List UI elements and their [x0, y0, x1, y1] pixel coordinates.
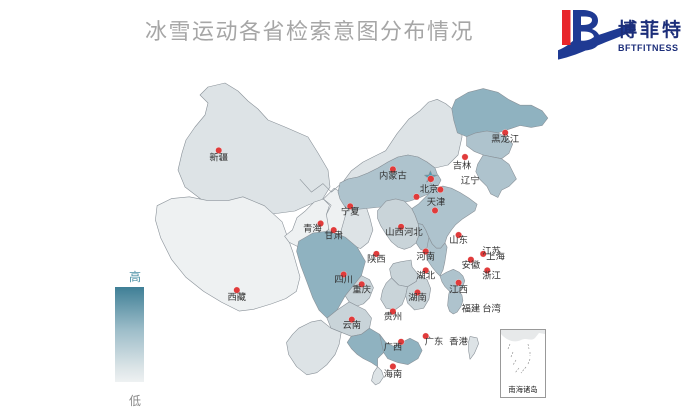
- svg-text:河北: 河北: [404, 226, 423, 237]
- svg-text:广西: 广西: [384, 341, 403, 352]
- svg-text:四川: 四川: [334, 275, 353, 285]
- svg-text:香港: 香港: [449, 335, 468, 346]
- svg-text:湖南: 湖南: [408, 292, 427, 303]
- svg-text:陕西: 陕西: [367, 253, 386, 264]
- svg-text:云南: 云南: [342, 319, 361, 330]
- svg-text:辽宁: 辽宁: [461, 175, 480, 186]
- svg-text:贵州: 贵州: [384, 311, 403, 322]
- svg-text:青海: 青海: [303, 223, 322, 234]
- svg-text:北京: 北京: [420, 183, 439, 194]
- svg-text:宁夏: 宁夏: [341, 206, 360, 217]
- svg-text:新疆: 新疆: [209, 151, 228, 162]
- svg-text:山东: 山东: [449, 234, 468, 245]
- svg-text:西藏: 西藏: [227, 291, 246, 302]
- svg-text:浙江: 浙江: [482, 270, 501, 281]
- svg-text:河南: 河南: [416, 251, 435, 262]
- svg-text:甘肃: 甘肃: [324, 229, 343, 240]
- svg-text:重庆: 重庆: [352, 284, 371, 295]
- svg-text:天津: 天津: [427, 197, 446, 207]
- svg-text:台湾: 台湾: [482, 302, 501, 313]
- svg-text:福建: 福建: [462, 302, 481, 313]
- svg-text:安徽: 安徽: [462, 259, 481, 270]
- svg-text:江西: 江西: [449, 285, 468, 295]
- svg-text:海南: 海南: [384, 368, 403, 379]
- svg-text:上海: 上海: [486, 251, 505, 262]
- svg-text:广东: 广东: [425, 335, 444, 346]
- svg-text:内蒙古: 内蒙古: [379, 169, 407, 180]
- svg-text:黑龙江: 黑龙江: [491, 133, 519, 144]
- svg-text:山西: 山西: [385, 227, 404, 237]
- svg-text:湖北: 湖北: [416, 271, 435, 281]
- svg-text:吉林: 吉林: [453, 159, 472, 170]
